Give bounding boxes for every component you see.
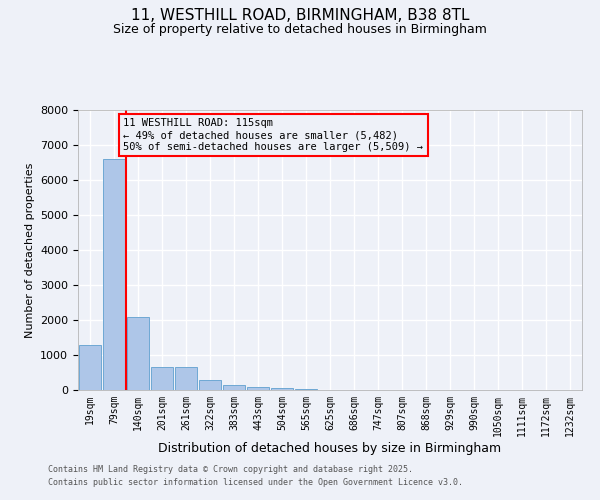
Text: Contains public sector information licensed under the Open Government Licence v3: Contains public sector information licen… (48, 478, 463, 487)
Bar (199, 380, 221, 390)
Bar (79, 344, 101, 390)
Bar (247, 386, 269, 390)
Text: Contains HM Land Registry data © Crown copyright and database right 2025.: Contains HM Land Registry data © Crown c… (48, 466, 413, 474)
Bar (103, 159, 125, 390)
Text: 11, WESTHILL ROAD, BIRMINGHAM, B38 8TL: 11, WESTHILL ROAD, BIRMINGHAM, B38 8TL (131, 8, 469, 22)
Y-axis label: Number of detached properties: Number of detached properties (25, 162, 35, 338)
Bar (271, 388, 293, 390)
Text: Size of property relative to detached houses in Birmingham: Size of property relative to detached ho… (113, 22, 487, 36)
Bar (127, 316, 149, 390)
Bar (175, 367, 197, 390)
Bar (223, 386, 245, 390)
Bar (295, 389, 317, 390)
X-axis label: Distribution of detached houses by size in Birmingham: Distribution of detached houses by size … (158, 442, 502, 454)
Bar (151, 367, 173, 390)
Text: 11 WESTHILL ROAD: 115sqm
← 49% of detached houses are smaller (5,482)
50% of sem: 11 WESTHILL ROAD: 115sqm ← 49% of detach… (124, 118, 424, 152)
